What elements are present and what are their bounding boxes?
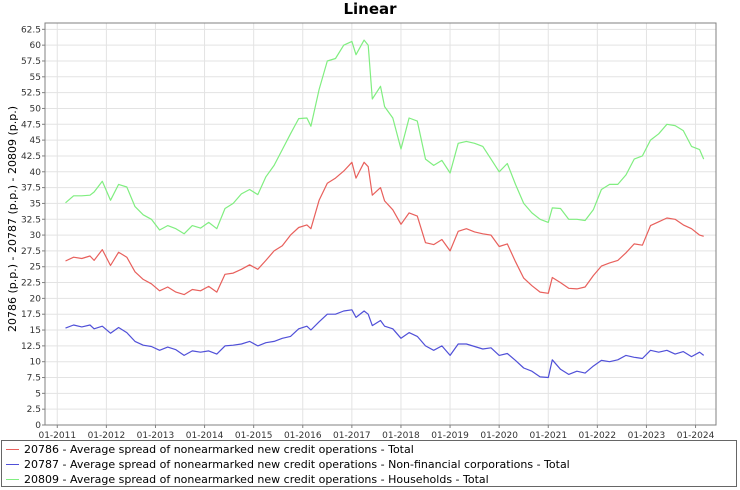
- x-tick-label: 01-2024: [677, 431, 715, 440]
- x-tick-label: 01-2018: [382, 431, 420, 440]
- y-tick-label: 0: [35, 421, 41, 431]
- y-tick-label: 17.5: [21, 310, 41, 320]
- y-axis: 02.557.51012.51517.52022.52527.53032.535…: [21, 25, 45, 431]
- x-tick-label: 01-2021: [529, 431, 567, 440]
- y-tick-label: 27.5: [21, 247, 41, 257]
- legend-label: 20787 - Average spread of nonearmarked n…: [24, 458, 570, 471]
- x-tick-label: 01-2013: [137, 431, 175, 440]
- y-tick-label: 45: [30, 136, 41, 146]
- x-tick-label: 01-2023: [628, 431, 666, 440]
- x-tick-label: 01-2019: [431, 431, 469, 440]
- y-tick-label: 30: [30, 231, 42, 241]
- x-tick-label: 01-2011: [38, 431, 76, 440]
- y-tick-label: 60: [30, 41, 42, 51]
- x-tick-label: 01-2012: [88, 431, 126, 440]
- y-axis-label: 20786 (p.p.) - 20787 (p.p.) - 20809 (p.p…: [6, 106, 19, 332]
- legend: 20786 - Average spread of nonearmarked n…: [1, 440, 737, 487]
- y-tick-label: 10: [30, 358, 42, 368]
- y-tick-label: 25: [30, 263, 41, 273]
- plot-area: [44, 22, 717, 426]
- legend-swatch: [6, 464, 19, 465]
- x-tick-label: 01-2017: [333, 431, 371, 440]
- y-tick-label: 37.5: [21, 184, 41, 194]
- y-tick-label: 22.5: [21, 279, 41, 289]
- x-tick-label: 01-2015: [235, 431, 273, 440]
- y-tick-label: 47.5: [21, 120, 41, 130]
- y-tick-label: 15: [30, 326, 41, 336]
- series-line: [65, 309, 705, 379]
- grid: [45, 23, 716, 426]
- y-tick-label: 62.5: [21, 25, 41, 35]
- series-line: [65, 161, 704, 296]
- x-tick-label: 01-2014: [186, 431, 224, 440]
- line-chart: Linear 20786 (p.p.) - 20787 (p.p.) - 208…: [6, 0, 717, 440]
- legend-swatch: [6, 449, 19, 450]
- x-tick-label: 01-2020: [480, 431, 518, 440]
- legend-item: 20787 - Average spread of nonearmarked n…: [2, 457, 736, 472]
- y-tick-label: 2.5: [27, 405, 41, 415]
- y-tick-label: 20: [30, 294, 42, 304]
- series-line: [65, 39, 705, 235]
- y-tick-label: 35: [30, 199, 41, 209]
- y-tick-label: 50: [30, 104, 42, 114]
- y-tick-label: 32.5: [21, 215, 41, 225]
- series-lines: [65, 39, 705, 379]
- legend-item: 20786 - Average spread of nonearmarked n…: [2, 442, 736, 457]
- x-tick-label: 01-2016: [284, 431, 322, 440]
- y-tick-label: 5: [35, 389, 41, 399]
- y-tick-label: 52.5: [21, 89, 41, 99]
- y-tick-label: 57.5: [21, 57, 41, 67]
- legend-item: 20809 - Average spread of nonearmarked n…: [2, 472, 736, 487]
- y-tick-label: 40: [30, 168, 42, 178]
- legend-swatch: [6, 479, 19, 480]
- y-tick-label: 12.5: [21, 342, 41, 352]
- x-axis: 01-2011 01-2012 01-2013 01-2014 01-2015 01-20…: [38, 425, 715, 440]
- y-tick-label: 55: [30, 73, 41, 83]
- legend-label: 20809 - Average spread of nonearmarked n…: [24, 473, 489, 486]
- x-tick-label: 01-2022: [579, 431, 617, 440]
- chart-title: Linear: [343, 0, 397, 18]
- y-tick-label: 42.5: [21, 152, 41, 162]
- legend-label: 20786 - Average spread of nonearmarked n…: [24, 443, 414, 456]
- y-tick-label: 7.5: [27, 374, 41, 384]
